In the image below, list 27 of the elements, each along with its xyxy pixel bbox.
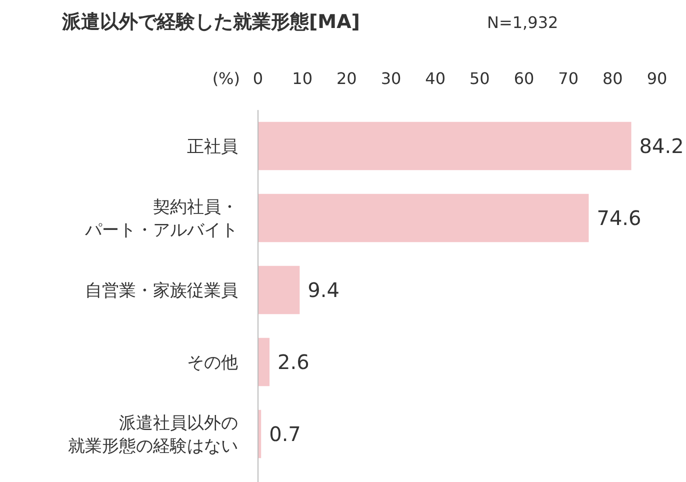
y-tick-label: 派遣社員以外の就業形態の経験はない [68, 414, 238, 456]
x-tick-label: 20 [336, 69, 357, 88]
bar [258, 338, 270, 386]
chart-title: 派遣以外で経験した就業形態[MA] [61, 11, 360, 33]
x-tick-label: 10 [292, 69, 313, 88]
x-tick-label: 80 [602, 69, 623, 88]
x-tick-label: 30 [380, 69, 402, 88]
x-axis-title: (%) [212, 69, 240, 88]
x-tick-label: 90 [646, 69, 668, 88]
data-label: 2.6 [278, 350, 310, 374]
x-tick-label: 0 [252, 69, 264, 88]
bar [258, 194, 589, 242]
x-tick-label: 40 [425, 69, 446, 88]
chart-subtitle: N=1,932 [487, 13, 558, 32]
x-tick-label: 50 [469, 69, 490, 88]
x-tick-label: 60 [514, 69, 534, 88]
y-tick-label: 契約社員・パート・アルバイト [84, 198, 238, 240]
x-tick-label: 70 [558, 69, 579, 88]
y-tick-label: 正社員 [187, 137, 238, 157]
data-label: 84.2 [639, 134, 684, 158]
data-label: 0.7 [269, 422, 301, 446]
bar [258, 122, 632, 170]
bar [258, 266, 300, 314]
data-label: 9.4 [308, 278, 340, 302]
data-label: 74.6 [596, 206, 642, 230]
y-tick-label: その他 [187, 353, 238, 373]
y-tick-label: 自営業・家族従業員 [85, 281, 238, 301]
